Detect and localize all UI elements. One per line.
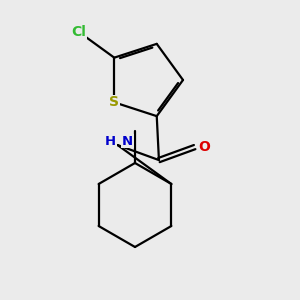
Text: N: N (122, 134, 133, 148)
Text: H: H (105, 134, 116, 148)
Text: O: O (199, 140, 211, 154)
Text: Cl: Cl (71, 25, 86, 39)
Text: S: S (109, 95, 119, 109)
